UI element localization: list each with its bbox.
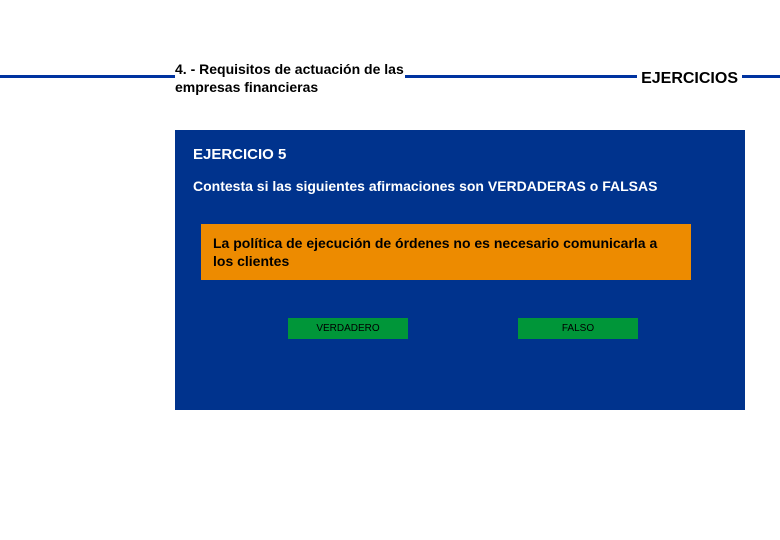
answer-buttons-row: VERDADERO FALSO bbox=[288, 318, 727, 339]
breadcrumb: 4. - Requisitos de actuación de las empr… bbox=[175, 60, 405, 96]
question-statement: La política de ejecución de órdenes no e… bbox=[201, 224, 691, 280]
true-button[interactable]: VERDADERO bbox=[288, 318, 408, 339]
false-button[interactable]: FALSO bbox=[518, 318, 638, 339]
exercise-panel: EJERCICIO 5 Contesta si las siguientes a… bbox=[175, 130, 745, 410]
exercise-number: EJERCICIO 5 bbox=[193, 146, 727, 163]
exercise-instructions: Contesta si las siguientes afirmaciones … bbox=[193, 177, 727, 196]
page-label: EJERCICIOS bbox=[637, 70, 742, 88]
